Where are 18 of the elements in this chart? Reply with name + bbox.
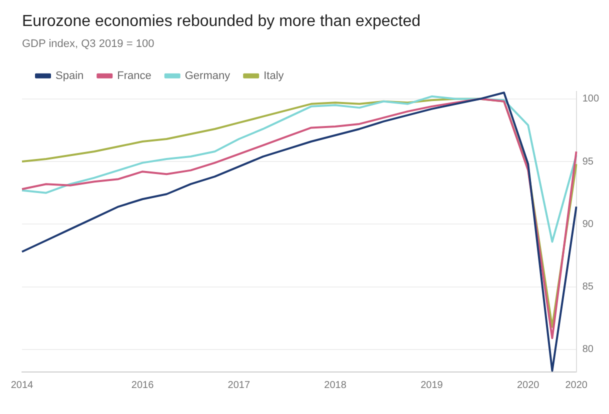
y-tick-label: 85 — [582, 282, 594, 293]
legend-label: Germany — [184, 70, 231, 82]
chart-subtitle: GDP index, Q3 2019 = 100 — [22, 38, 154, 50]
y-tick-label: 100 — [582, 94, 600, 105]
x-tick-label: 2018 — [324, 380, 347, 391]
x-tick-label: 2016 — [131, 380, 154, 391]
legend-label: Spain — [56, 70, 84, 82]
x-tick-label: 2020 — [516, 380, 540, 391]
chart-title: Eurozone economies rebounded by more than expected — [22, 13, 420, 30]
x-tick-label: 2017 — [228, 380, 250, 391]
x-tick-label: 2014 — [10, 380, 34, 391]
x-tick-label: 2019 — [420, 380, 444, 391]
y-tick-label: 80 — [582, 344, 594, 356]
y-tick-label: 95 — [582, 156, 594, 168]
legend-label: France — [117, 70, 152, 82]
x-tick-label: 2020 — [565, 380, 588, 391]
y-tick-label: 90 — [582, 218, 594, 230]
legend-label: Italy — [264, 70, 284, 82]
